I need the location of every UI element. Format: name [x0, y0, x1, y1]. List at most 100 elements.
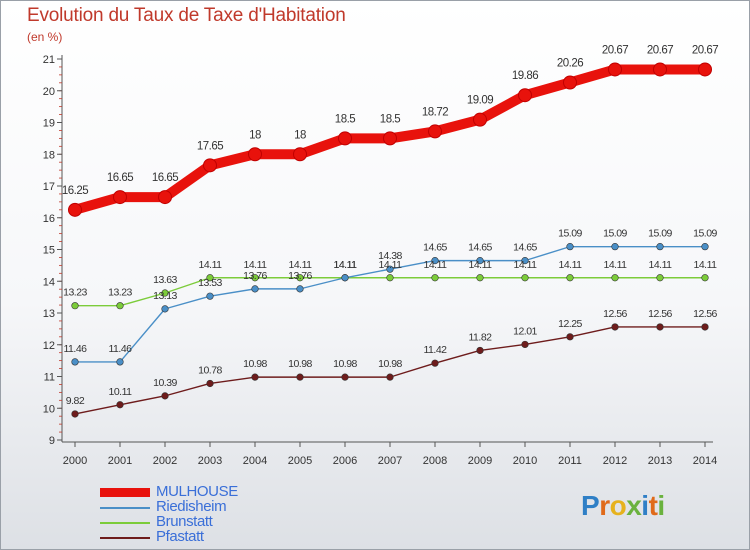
x-tick-label: 2010 [513, 455, 537, 467]
x-tick-label: 2012 [603, 455, 627, 467]
data-point-riedisheim [71, 358, 79, 366]
data-point-pfastatt [521, 340, 529, 349]
data-point-riedisheim [656, 243, 664, 251]
data-label-pfastatt: 9.82 [66, 395, 85, 407]
data-label-mulhouse: 18.72 [422, 106, 448, 118]
data-point-brunstatt [521, 274, 529, 282]
data-point-mulhouse [293, 147, 307, 162]
data-label-brunstatt: 14.11 [379, 259, 403, 271]
data-label-mulhouse: 18 [294, 129, 306, 141]
data-point-riedisheim [521, 257, 529, 265]
data-point-pfastatt [476, 346, 484, 355]
data-label-pfastatt: 10.11 [109, 386, 133, 398]
data-point-mulhouse [248, 147, 262, 162]
data-label-mulhouse: 19.86 [512, 70, 538, 82]
data-point-pfastatt [656, 323, 664, 331]
y-tick-label: 16 [43, 213, 55, 225]
data-label-riedisheim: 13.76 [243, 270, 267, 282]
data-label-riedisheim: 13.76 [288, 270, 312, 282]
legend-label: Riedisheim [156, 498, 227, 515]
data-point-riedisheim [161, 305, 169, 313]
data-point-pfastatt [431, 359, 439, 367]
data-point-riedisheim [431, 257, 439, 265]
data-point-riedisheim [476, 257, 484, 265]
proxiti-logo: Proxiti [581, 490, 665, 522]
data-point-brunstatt [386, 274, 394, 282]
data-point-riedisheim [386, 265, 394, 273]
data-label-mulhouse: 18.5 [335, 113, 355, 125]
data-point-brunstatt [566, 274, 574, 282]
x-tick-label: 2001 [108, 455, 132, 467]
data-point-brunstatt [476, 274, 484, 282]
data-label-brunstatt: 13.23 [63, 287, 87, 299]
data-label-pfastatt: 10.39 [153, 377, 177, 389]
data-point-pfastatt [161, 392, 169, 400]
data-label-pfastatt: 12.56 [648, 308, 672, 320]
logo-letter: i [641, 490, 649, 521]
data-label-riedisheim: 14.65 [513, 242, 537, 254]
y-tick-label: 20 [43, 86, 55, 98]
logo-letter: x [626, 490, 642, 521]
data-point-mulhouse [653, 62, 667, 77]
data-label-riedisheim: 15.09 [693, 228, 717, 240]
data-label-riedisheim: 14.65 [423, 242, 447, 254]
data-point-brunstatt [611, 274, 619, 282]
data-label-riedisheim: 14.11 [334, 259, 358, 271]
data-point-mulhouse [113, 190, 127, 205]
x-tick-label: 2004 [243, 455, 267, 467]
data-label-brunstatt: 14.11 [469, 259, 493, 271]
data-label-riedisheim: 11.46 [109, 343, 133, 355]
y-tick-label: 11 [44, 372, 55, 384]
data-point-riedisheim [206, 292, 214, 300]
x-tick-label: 2014 [693, 455, 717, 467]
data-label-brunstatt: 14.11 [289, 259, 313, 271]
data-point-pfastatt [206, 379, 214, 388]
data-point-mulhouse [473, 112, 487, 127]
data-label-mulhouse: 18.5 [380, 113, 400, 125]
data-label-pfastatt: 10.98 [288, 358, 312, 370]
data-label-riedisheim: 13.53 [198, 277, 222, 289]
x-tick-label: 2011 [558, 455, 582, 467]
data-label-pfastatt: 12.25 [558, 318, 582, 330]
data-label-pfastatt: 10.78 [198, 364, 222, 376]
data-point-mulhouse [518, 88, 532, 103]
data-point-mulhouse [158, 190, 172, 205]
legend-swatch [100, 522, 150, 524]
data-label-pfastatt: 11.42 [424, 344, 448, 356]
data-label-brunstatt: 14.11 [649, 259, 673, 271]
y-tick-label: 9 [49, 435, 55, 447]
data-point-mulhouse [608, 62, 622, 77]
data-label-brunstatt: 14.11 [514, 259, 538, 271]
data-label-pfastatt: 10.98 [243, 358, 267, 370]
data-point-mulhouse [338, 131, 352, 146]
data-label-pfastatt: 11.82 [469, 331, 493, 343]
data-point-riedisheim [116, 358, 124, 366]
data-label-riedisheim: 15.09 [603, 228, 627, 240]
data-point-pfastatt [701, 323, 709, 331]
data-label-riedisheim: 11.46 [64, 343, 88, 355]
data-label-riedisheim: 15.09 [648, 228, 672, 240]
data-label-brunstatt: 14.11 [604, 259, 628, 271]
logo-letter: i [657, 490, 665, 521]
data-point-brunstatt [161, 289, 169, 297]
data-label-mulhouse: 20.67 [647, 44, 673, 56]
x-tick-label: 2000 [63, 455, 87, 467]
legend-swatch [100, 488, 150, 497]
data-label-pfastatt: 12.56 [693, 308, 717, 320]
data-label-brunstatt: 14.11 [199, 259, 223, 271]
series-line-pfastatt [74, 326, 706, 415]
logo-letter: t [648, 490, 658, 521]
legend-label: MULHOUSE [156, 483, 238, 500]
data-point-brunstatt [71, 302, 79, 310]
x-tick-label: 2005 [288, 455, 312, 467]
x-tick-label: 2008 [423, 455, 447, 467]
data-label-brunstatt: 14.11 [559, 259, 583, 271]
data-label-mulhouse: 20.26 [557, 57, 583, 69]
data-point-pfastatt [71, 410, 79, 418]
data-point-mulhouse [428, 124, 442, 139]
data-label-riedisheim: 14.38 [378, 250, 402, 262]
data-point-mulhouse [203, 158, 217, 173]
data-point-pfastatt [386, 373, 394, 381]
